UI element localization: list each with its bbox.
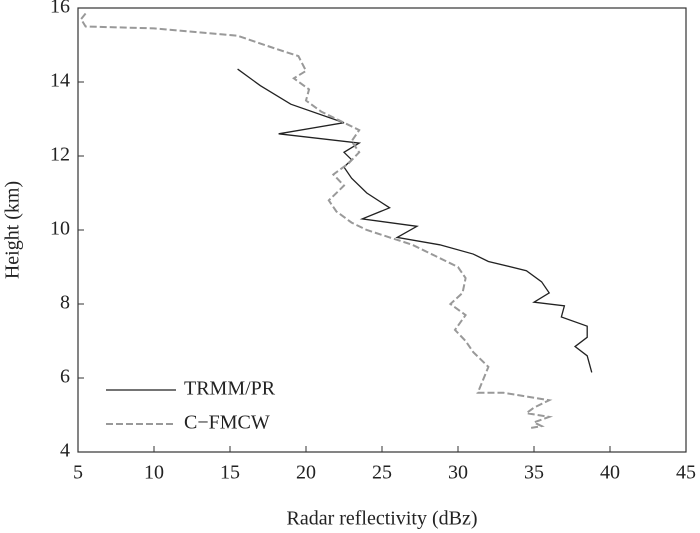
y-tick-label: 14 [50,70,70,92]
y-tick-label: 4 [60,440,70,462]
plot-frame [77,7,687,453]
x-tick-label: 45 [676,462,696,484]
legend-label: TRMM/PR [184,378,276,400]
y-tick-label: 10 [50,218,70,240]
series-line [79,12,554,429]
y-tick-label: 6 [60,366,70,388]
legend-label: C−FMCW [184,412,270,434]
x-tick-label: 25 [372,462,392,484]
x-tick-label: 35 [524,462,544,484]
x-tick-label: 40 [600,462,620,484]
x-tick-label: 15 [220,462,240,484]
x-tick-label: 20 [296,462,316,484]
y-tick-label: 12 [50,144,70,166]
series-line [237,68,593,373]
x-tick-label: 10 [144,462,164,484]
y-axis-label: Height (km) [2,181,24,279]
y-tick-label: 16 [50,0,70,18]
y-tick-label: 8 [60,292,70,314]
x-axis-label: Radar reflectivity (dBz) [286,508,477,530]
x-tick-label: 5 [73,462,83,484]
x-tick-label: 30 [448,462,468,484]
